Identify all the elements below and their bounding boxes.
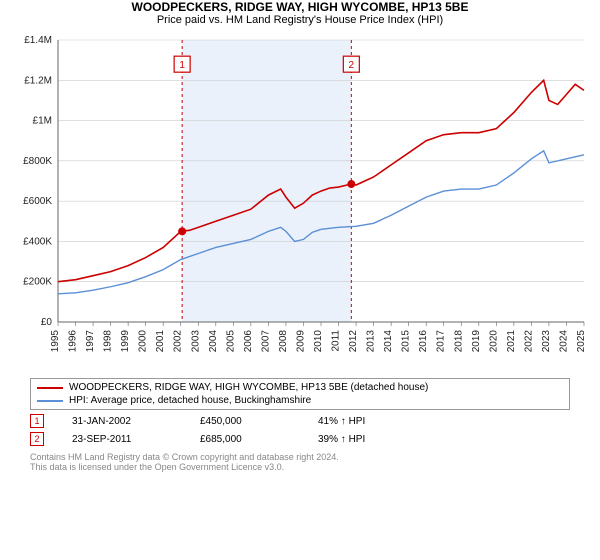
legend-swatch xyxy=(37,387,63,389)
x-tick-label: 2011 xyxy=(331,330,342,352)
sale-marker-1: 1 xyxy=(174,56,190,72)
line-chart-svg: £0 £200K £400K £600K £800K £1M £1.2M £1.4M 1995 1… xyxy=(10,32,590,372)
x-tick-label: 2007 xyxy=(260,330,271,353)
legend-label: WOODPECKERS, RIDGE WAY, HIGH WYCOMBE, HP… xyxy=(69,382,428,393)
chart-subtitle: Price paid vs. HM Land Registry's House … xyxy=(0,14,600,26)
sale-delta: 41% ↑ HPI xyxy=(318,416,365,427)
chart-title: WOODPECKERS, RIDGE WAY, HIGH WYCOMBE, HP… xyxy=(0,0,600,14)
sale-row: 1 31-JAN-2002 £450,000 41% ↑ HPI xyxy=(30,414,570,428)
sale-point xyxy=(178,227,186,235)
x-tick-label: 1995 xyxy=(50,330,61,353)
x-tick-label: 2024 xyxy=(558,330,569,353)
sale-date: 23-SEP-2011 xyxy=(72,434,172,445)
legend-item: WOODPECKERS, RIDGE WAY, HIGH WYCOMBE, HP… xyxy=(37,381,563,394)
x-tick-label: 2017 xyxy=(436,330,447,353)
sale-marker-box: 1 xyxy=(30,414,44,428)
chart-area: £0 £200K £400K £600K £800K £1M £1.2M £1.4M 1995 1… xyxy=(10,32,590,372)
x-tick-label: 1999 xyxy=(120,330,131,353)
y-tick-label: £800K xyxy=(23,156,52,167)
x-tick-label: 2019 xyxy=(471,330,482,353)
sale-date: 31-JAN-2002 xyxy=(72,416,172,427)
sale-marker-2: 2 xyxy=(343,56,359,72)
x-tick-label: 2021 xyxy=(506,330,517,353)
x-tick-label: 2001 xyxy=(155,330,166,353)
x-tick-label: 2020 xyxy=(488,330,499,353)
svg-text:2: 2 xyxy=(349,60,355,71)
x-tick-label: 2003 xyxy=(190,330,201,353)
y-tick-label: £1.2M xyxy=(24,75,52,86)
x-tick-label: 2004 xyxy=(208,330,219,353)
footer-line-2: This data is licensed under the Open Gov… xyxy=(30,462,570,472)
svg-text:1: 1 xyxy=(179,60,185,71)
x-tick-label: 2022 xyxy=(523,330,534,353)
y-tick-label: £0 xyxy=(41,317,53,328)
x-tick-label: 2016 xyxy=(418,330,429,353)
y-tick-label: £1.4M xyxy=(24,35,52,46)
footer-text: Contains HM Land Registry data © Crown c… xyxy=(30,452,570,472)
legend-item: HPI: Average price, detached house, Buck… xyxy=(37,394,563,407)
x-tick-label: 1997 xyxy=(85,330,96,353)
x-tick-label: 2002 xyxy=(173,330,184,353)
legend-swatch xyxy=(37,400,63,402)
shade-band xyxy=(182,40,351,322)
x-tick-label: 2009 xyxy=(295,330,306,353)
sale-point xyxy=(347,180,355,188)
sale-row: 2 23-SEP-2011 £685,000 39% ↑ HPI xyxy=(30,432,570,446)
x-tick-label: 1998 xyxy=(103,330,114,353)
y-tick-label: £200K xyxy=(23,277,52,288)
x-tick-label: 2006 xyxy=(243,330,254,353)
x-tick-label: 2005 xyxy=(225,330,236,353)
x-tick-label: 2008 xyxy=(278,330,289,353)
x-tick-label: 2014 xyxy=(383,330,394,353)
y-tick-label: £400K xyxy=(23,236,52,247)
x-tick-label: 2018 xyxy=(453,330,464,353)
legend-label: HPI: Average price, detached house, Buck… xyxy=(69,395,311,406)
y-tick-label: £1M xyxy=(33,116,52,127)
x-tick-label: 2012 xyxy=(348,330,359,353)
x-tick-label: 1996 xyxy=(68,330,79,353)
sale-price: £450,000 xyxy=(200,416,290,427)
x-tick-label: 2015 xyxy=(401,330,412,353)
x-tick-label: 2023 xyxy=(541,330,552,353)
legend: WOODPECKERS, RIDGE WAY, HIGH WYCOMBE, HP… xyxy=(30,378,570,410)
x-tick-label: 2013 xyxy=(366,330,377,353)
x-tick-label: 2000 xyxy=(138,330,149,353)
x-tick-label: 2010 xyxy=(313,330,324,353)
y-tick-label: £600K xyxy=(23,196,52,207)
sale-price: £685,000 xyxy=(200,434,290,445)
sale-marker-box: 2 xyxy=(30,432,44,446)
x-tick-label: 2025 xyxy=(576,330,587,353)
sale-delta: 39% ↑ HPI xyxy=(318,434,365,445)
footer-line-1: Contains HM Land Registry data © Crown c… xyxy=(30,452,570,462)
